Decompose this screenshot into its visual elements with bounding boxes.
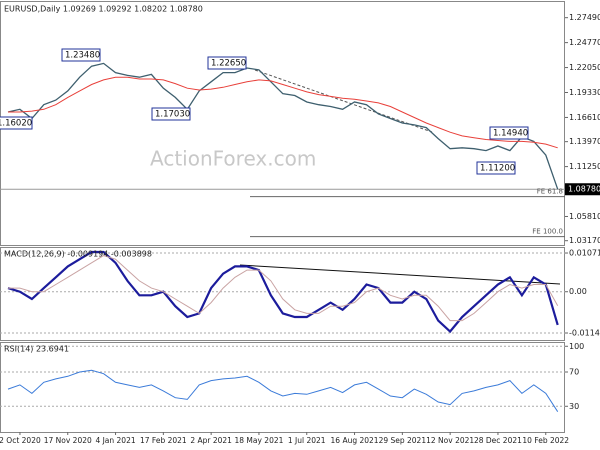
series-line [8, 255, 559, 322]
price-label: 1.08780 [568, 185, 600, 194]
watermark: ActionForex.com [150, 147, 316, 171]
x-tick-label: 1 Jul 2021 [288, 436, 326, 445]
y-tick-label: 70 [569, 368, 579, 377]
y-tick-label: 1.03170 [569, 236, 600, 245]
annotation: 1.11200 [480, 164, 515, 174]
annotation-box [0, 116, 33, 130]
x-tick-label: 10 Feb 2022 [522, 436, 569, 445]
x-tick-label: 18 May 2021 [234, 436, 283, 445]
annotation: 1.17030 [155, 110, 190, 120]
macd-trend-line [239, 264, 561, 285]
y-tick-label: 1.13970 [569, 137, 600, 146]
panel-title: EURUSD,Daily 1.09269 1.09292 1.08202 1.0… [4, 5, 203, 14]
fe-label: FE 61.8 [537, 188, 563, 196]
annotation: 1.22650 [211, 59, 246, 69]
annotation-box [151, 107, 191, 121]
y-tick-label: 1.19330 [569, 88, 600, 97]
annotation-box [61, 48, 101, 62]
trend-line [254, 69, 433, 133]
x-tick-label: 29 Sep 2021 [379, 436, 427, 445]
y-tick-label: 1.11250 [569, 162, 600, 171]
panel-title: RSI(14) 23.6941 [4, 345, 69, 354]
y-tick-label: 1.22050 [569, 63, 600, 72]
series-line [7, 250, 559, 334]
y-tick-label: 1.05810 [569, 212, 600, 221]
annotation-box [489, 126, 529, 140]
series-line [7, 369, 559, 412]
annotation-box [476, 161, 516, 175]
y-tick-label: 1.24770 [569, 38, 600, 47]
annotation-box [207, 56, 247, 70]
y-tick-label: 30 [569, 402, 579, 411]
x-tick-label: 16 Aug 2021 [331, 436, 379, 445]
x-tick-label: 2 Oct 2020 [0, 436, 41, 445]
y-tick-label: 1.16610 [569, 113, 600, 122]
series-line [8, 76, 558, 149]
y-tick-label: -0.011424 [569, 329, 600, 338]
annotation: 1.16020 [0, 119, 32, 129]
rsi-panel [0, 342, 565, 433]
x-tick-label: 28 Dec 2021 [474, 436, 522, 445]
price-panel [0, 1, 565, 246]
x-tick-label: 2 Apr 2021 [190, 436, 232, 445]
x-tick-label: 4 Jan 2021 [95, 436, 135, 445]
series-line [7, 62, 559, 190]
panel-title: MACD(12,26,9) -0.009194 -0.003898 [4, 250, 152, 259]
x-tick-label: 17 Feb 2021 [140, 436, 187, 445]
fe-label: FE 100.0 [532, 228, 563, 236]
annotation: 1.23480 [65, 51, 100, 61]
price-box [565, 183, 600, 196]
x-tick-label: 12 Nov 2021 [426, 436, 474, 445]
macd-panel [0, 247, 565, 341]
y-tick-label: 1.27490 [569, 13, 600, 22]
y-tick-label: 0.00 [569, 287, 587, 296]
y-tick-label: 100 [569, 342, 584, 351]
annotation: 1.14940 [493, 129, 528, 139]
x-tick-label: 17 Nov 2020 [44, 436, 92, 445]
y-tick-label: 0.010715 [569, 249, 600, 258]
